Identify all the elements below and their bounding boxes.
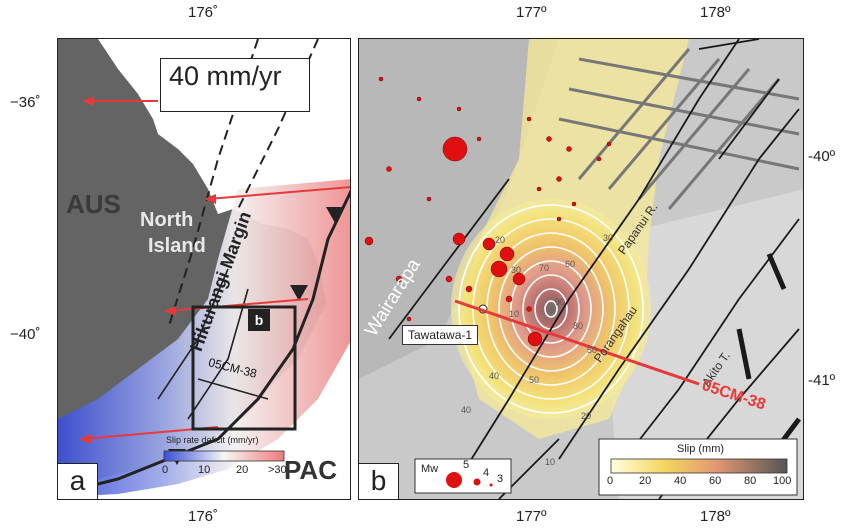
panel-b-lon-178-bottom: 178º [700,508,731,525]
plate-pac-label: PAC [284,455,337,485]
north-island-label-1: North [140,209,194,231]
mw-legend-3: 3 [497,473,504,485]
mw-3-symbol [489,483,493,487]
panel-b-letter: b [359,463,399,499]
mw-legend-4: 4 [483,467,490,479]
slip-tick-20: 20 [639,475,652,487]
northland-land [58,39,98,129]
tawatawa-label: Tawatawa-1 [402,325,479,345]
panel-a-map-graphic [58,39,350,497]
fault-a-1 [157,268,229,400]
panel-b-lat-40: -40º [808,148,836,165]
plate-aus-label: AUS [66,189,121,219]
contour-label-40b: 40 [461,405,472,415]
hikurangi-trench [58,189,350,496]
trench-triangle-2 [290,285,308,301]
panel-b-lat-41: -41º [808,372,836,389]
panel-b-lon-177-bottom: 177º [516,508,547,525]
contour-label-80: 80 [573,321,584,331]
contour-label-50b: 50 [529,375,540,385]
velocity-arrows [79,96,350,444]
dashed-boundary-1 [167,39,259,330]
trench-triangle-1 [326,207,344,223]
panel-b-lon-177-top: 177º [516,4,547,21]
contour-label-40: 40 [489,371,500,381]
colorbar-a-tick-0: 0 [162,464,169,476]
panel-a-lat-40: −40˚ [10,326,41,343]
slip-tick-100: 100 [773,475,792,487]
contour-label-90: 90 [555,297,566,307]
panel-b-map-graphic [359,39,803,499]
colorbar-a-title: Slip rate deficit (mm/yr) [166,435,259,445]
contour-label-60: 60 [565,259,576,269]
contour-label-30: 30 [603,233,614,243]
contour-label-10b: 10 [545,457,556,467]
mw-5-symbol [446,472,462,488]
slip-colorbar-fill [610,458,788,474]
north-island-label-2: Island [148,235,206,257]
slip-tick-80: 80 [744,475,757,487]
terrain-light [359,39,559,379]
contour-label-20b: 20 [495,235,506,245]
mw-legend-title: Mw [421,463,439,475]
panel-a-lon-top: 176˚ [188,4,219,21]
profile-line-a [197,378,269,400]
panel-a-letter: a [58,463,98,499]
scale-box: 40 mm/yr [160,58,310,112]
panel-b-lon-178-top: 178º [700,4,731,21]
slip-deficit-overlay [58,179,350,497]
earthquakes [364,76,612,347]
profile-line-b [454,299,700,386]
fault-a-2 [187,288,249,420]
slip-tick-60: 60 [709,475,722,487]
colorbar-a-tick-30: >30 [268,464,287,476]
slip-colorbar-title: Slip (mm) [677,443,725,455]
colorbar-a-tick-10: 10 [198,464,211,476]
slip-tick-0: 0 [607,475,614,487]
offshore-light [599,189,803,499]
mw-legend-5: 5 [463,459,470,471]
slip-tick-40: 40 [674,475,687,487]
panel-b-map: Wairarapa Tawatawa-1 Papanui R. Porangah… [358,38,804,500]
colorbar-a-fill [163,450,285,462]
mw-legend-box [414,458,512,494]
scale-label: 40 mm/yr [169,61,282,91]
contour-label-70: 70 [539,263,550,273]
panel-a-lat-36: −36˚ [10,94,41,111]
colorbar-a-tick-20: 20 [236,464,249,476]
contour-label-10: 10 [509,309,520,319]
inset-box-b [191,305,297,431]
panel-a-map: 40 mm/yr AUS North Island PAC Hikurangi … [57,38,351,500]
panel-a-lon-bottom: 176˚ [188,508,219,525]
inset-b-label: b [248,309,270,331]
contour-label-50: 50 [587,345,598,355]
contour-label-20: 20 [581,411,592,421]
contour-label-30b: 30 [511,265,522,275]
mw-4-symbol [473,478,481,486]
